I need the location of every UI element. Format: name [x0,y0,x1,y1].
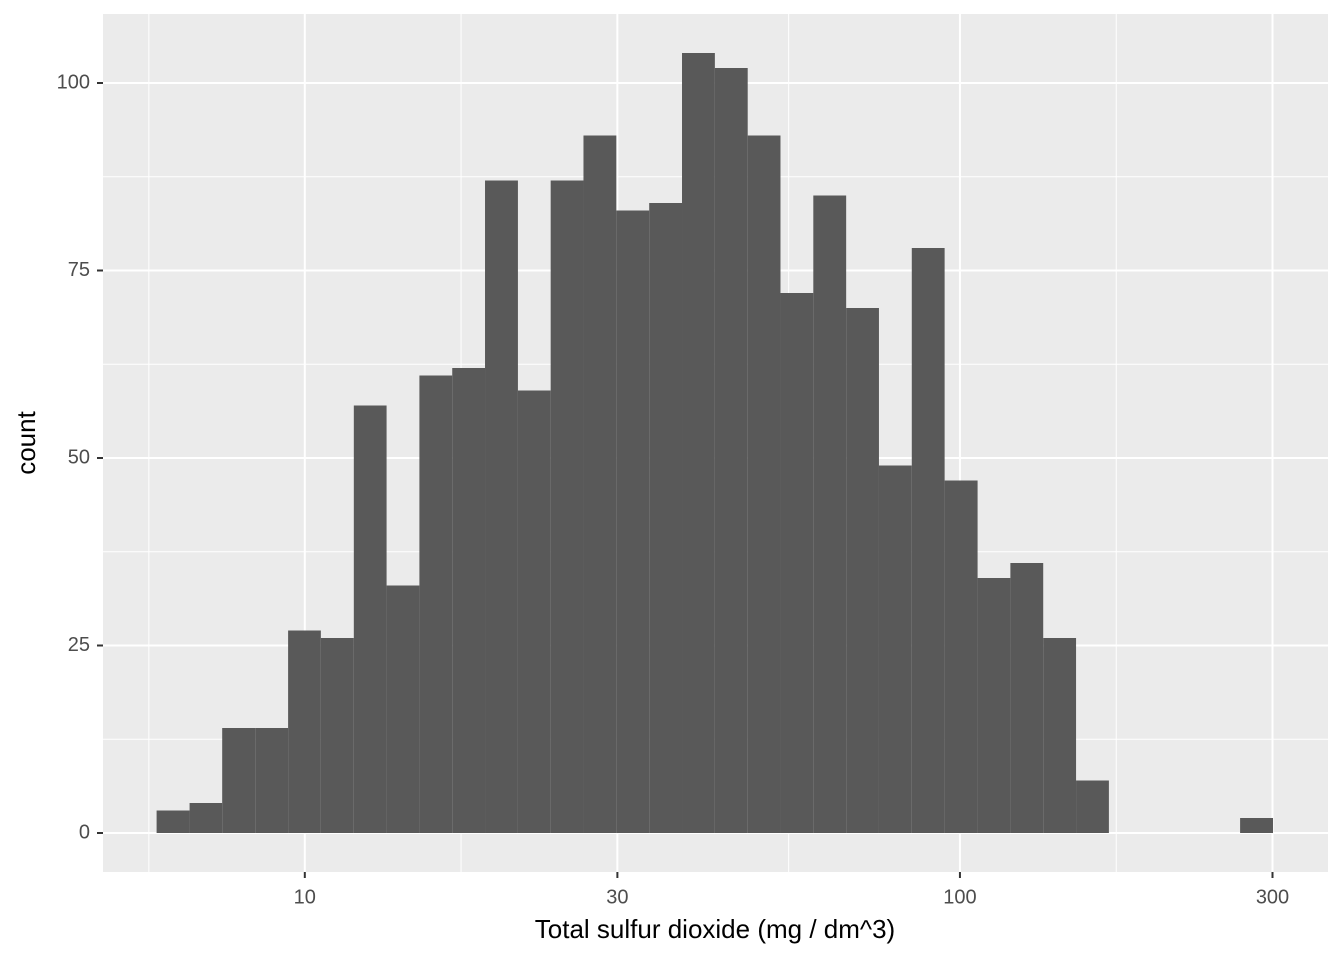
bar [156,810,190,833]
bar [189,803,223,833]
bar [1010,563,1044,833]
bar [452,368,486,833]
x-tick-label: 300 [1256,886,1289,908]
bar [386,585,420,833]
bar [550,180,584,833]
bar [714,68,748,833]
bar [1043,638,1077,833]
y-axis-title: count [11,410,41,474]
bar [353,405,387,833]
bar [255,728,289,833]
y-tick-label: 0 [79,821,90,843]
bar [583,135,617,833]
bar [649,203,683,833]
bar [747,135,781,833]
bar [780,293,814,833]
x-axis-title: Total sulfur dioxide (mg / dm^3) [535,914,895,944]
y-tick-label: 50 [68,446,90,468]
x-tick-label: 10 [294,886,316,908]
bar [1076,780,1109,833]
bar [517,390,551,833]
bar [419,375,453,833]
x-tick-label: 100 [943,886,976,908]
bar [813,195,847,833]
bar [320,638,354,833]
bar [911,248,945,833]
bar [616,210,650,833]
bar [878,465,912,833]
bar [1240,818,1273,833]
bar [944,480,978,833]
x-tick-label: 30 [606,886,628,908]
y-tick-label: 75 [68,259,90,281]
y-tick-label: 25 [68,634,90,656]
bar [977,578,1011,833]
bar [682,53,715,833]
bar [846,308,879,833]
y-tick-label: 100 [57,71,90,93]
bar [222,728,256,833]
bar [288,630,321,833]
bar [485,180,518,833]
